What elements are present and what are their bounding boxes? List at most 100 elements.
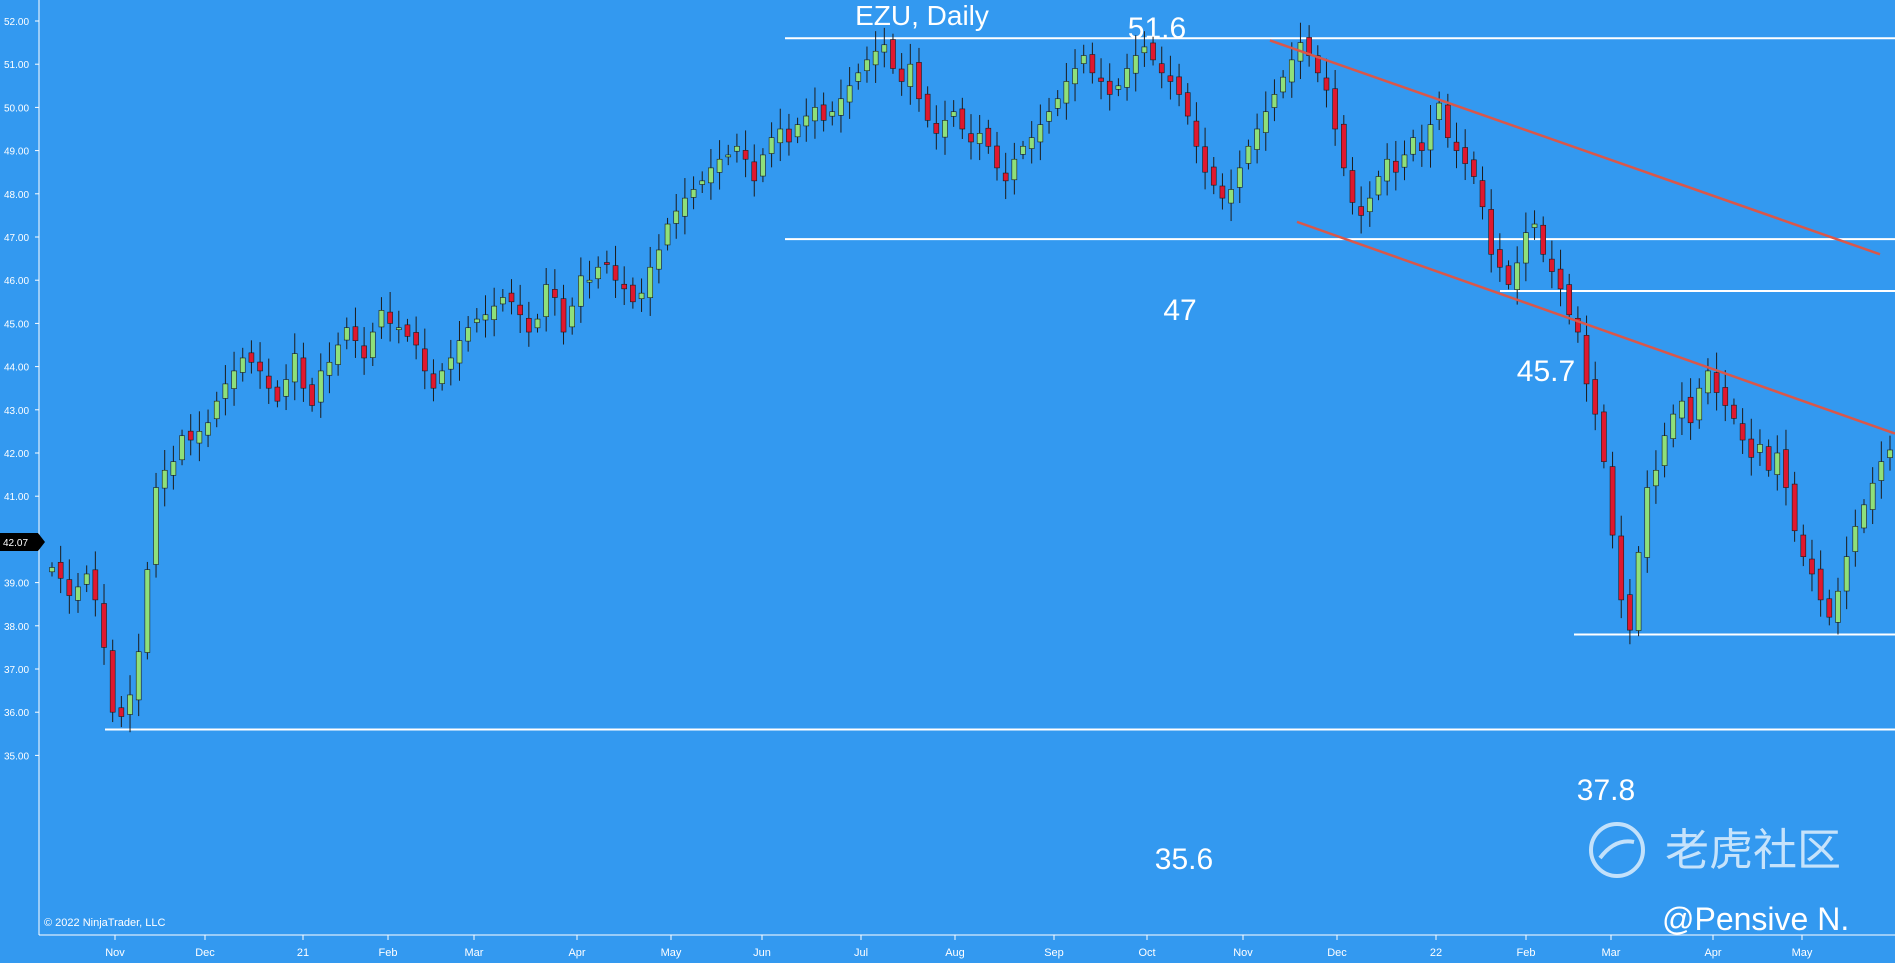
candle — [1653, 450, 1659, 504]
candle — [1826, 589, 1833, 626]
candle — [231, 351, 237, 406]
candle — [395, 310, 402, 344]
candle — [1106, 63, 1113, 111]
candle — [456, 320, 463, 381]
y-tick-label: 43.00 — [4, 406, 29, 417]
x-tick-label: Jun — [753, 947, 771, 959]
candle — [83, 565, 90, 593]
tiger-logo-stripe — [1598, 839, 1635, 860]
candle — [127, 675, 133, 733]
candle — [786, 113, 792, 156]
candle — [422, 328, 428, 390]
candle — [716, 140, 723, 190]
candle — [1167, 55, 1174, 100]
candle — [777, 108, 784, 162]
candle — [1505, 260, 1512, 290]
candle — [552, 269, 558, 316]
candle — [118, 695, 125, 728]
candle — [1869, 467, 1876, 525]
candle — [1514, 246, 1520, 305]
x-tick-label: Apr — [568, 947, 585, 959]
candle — [369, 322, 376, 366]
candle — [1791, 471, 1798, 542]
y-tick-label: 41.00 — [4, 492, 29, 503]
candle — [1497, 233, 1503, 282]
candle — [760, 148, 766, 183]
candle — [630, 277, 636, 309]
candle — [474, 308, 480, 333]
candle — [1419, 124, 1425, 167]
level-label-51-6: 51.6 — [1128, 12, 1186, 45]
x-tick-label: May — [1792, 947, 1813, 959]
x-tick-label: Mar — [465, 947, 484, 959]
candle — [1011, 142, 1018, 195]
candle — [1254, 113, 1260, 164]
candle — [500, 289, 506, 312]
y-tick-label: 45.00 — [4, 319, 29, 330]
candle — [1072, 49, 1078, 102]
candle — [248, 340, 255, 374]
x-tick-label: Jul — [854, 947, 868, 959]
candle — [621, 266, 628, 305]
candle — [942, 100, 948, 155]
y-tick-label: 44.00 — [4, 363, 29, 374]
candle — [1670, 404, 1677, 448]
candle — [1661, 422, 1668, 478]
x-tick-label: Nov — [105, 947, 125, 959]
candle — [153, 472, 159, 578]
candle — [959, 97, 966, 139]
candle — [1341, 115, 1347, 177]
candle — [361, 327, 367, 375]
candle — [708, 149, 714, 200]
candle — [291, 333, 298, 401]
candle — [404, 318, 411, 342]
candle — [1158, 46, 1165, 89]
candle — [1592, 361, 1599, 431]
candle — [734, 133, 740, 163]
candle — [1887, 435, 1893, 471]
x-tick-label: Mar — [1602, 947, 1621, 959]
candle — [283, 364, 289, 411]
x-tick-label: 22 — [1430, 947, 1442, 959]
candle — [742, 130, 749, 178]
candle — [994, 131, 1000, 181]
candle — [491, 287, 497, 337]
candle — [300, 342, 307, 402]
candle — [1679, 382, 1685, 436]
candle — [1393, 140, 1399, 191]
candle — [1219, 173, 1226, 210]
candle — [846, 67, 853, 119]
candle — [864, 46, 870, 83]
support-resistance-levels: 51.6 47 45.7 37.8 35.6 — [105, 12, 1895, 876]
x-tick-label: Dec — [1327, 947, 1347, 959]
candle — [1288, 42, 1295, 98]
candle — [265, 358, 272, 404]
candle — [1384, 143, 1390, 196]
candle — [1462, 129, 1468, 181]
candle — [170, 445, 177, 490]
y-tick-label: 37.00 — [4, 665, 29, 676]
candle — [109, 639, 116, 723]
candle — [1089, 42, 1096, 84]
candle — [1202, 127, 1208, 190]
candle — [222, 365, 229, 416]
candle — [916, 47, 922, 112]
candle — [872, 31, 879, 83]
candle — [794, 117, 801, 144]
candle — [1705, 358, 1711, 405]
candle — [647, 246, 654, 316]
candle — [1540, 216, 1547, 263]
candle — [465, 316, 471, 352]
candle — [578, 257, 584, 323]
candle — [448, 339, 454, 386]
candle — [1410, 129, 1416, 162]
x-tick-label: Dec — [195, 947, 215, 959]
candle — [1765, 439, 1772, 477]
candle — [508, 279, 515, 315]
candle — [1644, 470, 1651, 573]
candle — [1323, 58, 1330, 108]
candle — [682, 178, 688, 235]
candle — [1878, 441, 1885, 499]
